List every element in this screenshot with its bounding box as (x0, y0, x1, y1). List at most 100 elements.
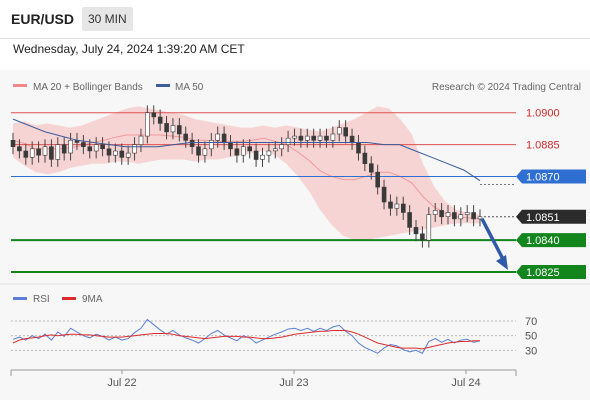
forecast-arrow-head (496, 255, 508, 270)
ma50-path (12, 118, 481, 182)
candle-up (458, 214, 464, 220)
rsi-level-label: 70 (525, 316, 537, 328)
candle-up (42, 146, 48, 156)
candle-up (241, 146, 246, 156)
candle-down (164, 123, 169, 133)
candle-down (298, 135, 304, 141)
candle-down (413, 227, 419, 235)
candle-down (375, 171, 381, 188)
ma50-legend-swatch (156, 84, 170, 87)
level-label-resistance: 1.0900 (526, 108, 560, 120)
forecast-arrow (480, 217, 508, 270)
instrument-symbol: EUR/USD (11, 11, 75, 27)
rsi-panel: 70 50 30 (11, 316, 537, 357)
candle-up (266, 150, 272, 156)
candle-up (477, 216, 483, 220)
candle-down (196, 146, 201, 156)
candle-up (292, 135, 297, 139)
candle-up (170, 125, 176, 133)
candle-up (209, 140, 214, 150)
level-label-pivot: 1.0870 (526, 171, 560, 183)
candle-up (93, 144, 99, 152)
candle-up (125, 152, 131, 158)
level-label-resistance: 1.0885 (526, 140, 560, 152)
x-tick-label: Jul 24 (451, 377, 480, 389)
candle-down (87, 146, 93, 152)
candle-down (23, 150, 29, 158)
ma50-legend-label: MA 50 (175, 82, 204, 93)
rsi-ma-line (12, 330, 480, 350)
candle-up (29, 148, 35, 158)
candle-down (420, 233, 425, 241)
bollinger-bands (12, 106, 481, 241)
ma50-line (12, 118, 481, 182)
candle-down (381, 186, 387, 203)
candle-up (330, 133, 336, 141)
candle-down (407, 212, 412, 228)
candle-down (151, 112, 157, 118)
candle-up (394, 203, 400, 209)
candle-up (432, 210, 438, 215)
candle-up (113, 150, 118, 156)
x-tick-label: Jul 22 (107, 377, 136, 389)
level-label-support: 1.0840 (526, 235, 560, 247)
candle-down (106, 148, 112, 156)
candle-up (426, 214, 432, 241)
candle-up (132, 144, 137, 154)
candle-down (61, 144, 67, 154)
candle-down (221, 133, 227, 143)
candle-up (285, 137, 291, 145)
candle-down (157, 116, 163, 124)
candle-down (17, 146, 22, 152)
level-label-box (516, 169, 586, 184)
candle-down (10, 140, 16, 148)
candle-up (145, 112, 150, 137)
candle-down (388, 201, 393, 209)
candle-down (81, 142, 86, 147)
candle-down (439, 210, 444, 218)
level-label-box (516, 265, 586, 279)
candle-up (272, 148, 278, 152)
timeframe-button[interactable]: 30 MIN (82, 7, 133, 31)
rsi-legend-label: RSI (33, 294, 50, 305)
candle-down (36, 148, 41, 156)
candle-down (119, 150, 125, 158)
bollinger-middle-line (12, 134, 481, 220)
candle-down (247, 146, 252, 152)
candle-up (317, 135, 323, 141)
credit-text: Research © 2024 Trading Central (432, 82, 581, 93)
candle-down (349, 135, 355, 143)
candle-up (138, 135, 144, 145)
level-label-box (516, 209, 586, 224)
candle-up (202, 148, 208, 156)
candle-down (183, 133, 188, 141)
forecast-arrow-shaft (480, 217, 507, 264)
candle-up (260, 154, 265, 160)
candlesticks (10, 105, 483, 248)
rsi-ma-legend-label: 9MA (82, 294, 103, 305)
chart-datetime: Wednesday, July 24, 2024 1:39:20 AM CET (13, 42, 245, 56)
level-labels: 1.0900 1.0885 1.0870 1.0851 1.0840 1.0825 (516, 108, 586, 279)
candle-down (311, 135, 317, 141)
candle-up (68, 140, 73, 154)
candle-down (177, 125, 182, 135)
rsi-level-label: 50 (525, 331, 537, 343)
x-tick-label: Jul 23 (279, 377, 308, 389)
candle-up (464, 212, 470, 215)
candle-up (279, 144, 285, 150)
rsi-legend-swatch (13, 297, 27, 300)
bollinger-legend-swatch (13, 84, 27, 87)
candle-down (471, 212, 476, 220)
candle-down (253, 150, 259, 160)
bollinger-legend-label: MA 20 + Bollinger Bands (33, 82, 143, 93)
candle-down (228, 142, 233, 150)
candle-down (400, 203, 406, 213)
candle-down (189, 140, 195, 148)
candle-up (336, 127, 342, 135)
candle-down (356, 142, 361, 154)
x-axis-labels: Jul 22 Jul 23 Jul 24 (107, 370, 481, 389)
candle-up (55, 144, 61, 160)
candle-up (445, 212, 451, 217)
header-bar: EUR/USD 30 MIN (0, 0, 590, 39)
